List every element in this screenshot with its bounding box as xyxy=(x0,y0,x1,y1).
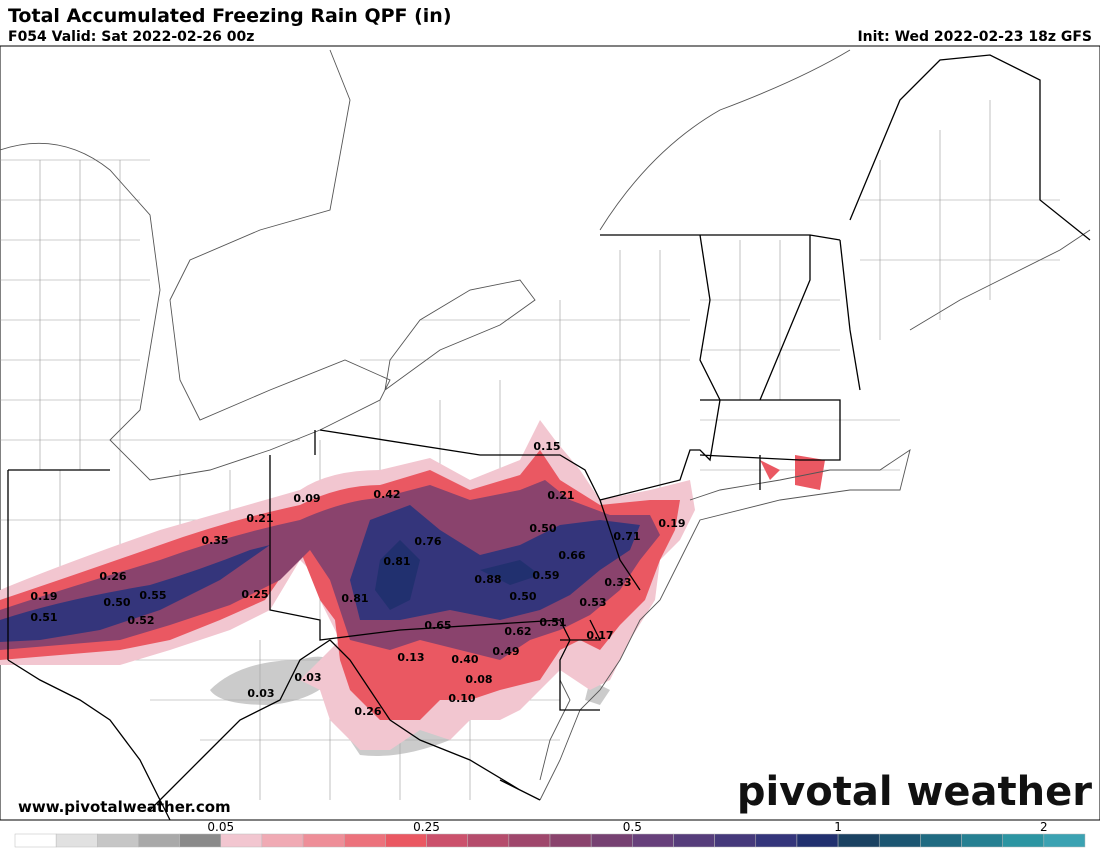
point-label: 0.15 xyxy=(533,440,560,453)
colorbar-swatch xyxy=(220,833,263,848)
point-label: 0.25 xyxy=(241,588,268,601)
point-label: 0.50 xyxy=(103,596,130,609)
point-label: 0.08 xyxy=(465,673,492,686)
point-label: 0.62 xyxy=(504,625,531,638)
colorbar-swatch xyxy=(549,833,592,848)
point-label: 0.03 xyxy=(247,687,274,700)
colorbar-swatch xyxy=(878,833,921,848)
point-label: 0.33 xyxy=(604,576,631,589)
point-label: 0.50 xyxy=(509,590,536,603)
colorbar-swatch xyxy=(426,833,468,848)
point-label: 0.81 xyxy=(383,555,410,568)
colorbar-swatch xyxy=(467,833,510,848)
point-label: 0.66 xyxy=(558,549,585,562)
point-label: 0.52 xyxy=(127,614,154,627)
colorbar-swatch xyxy=(796,833,839,848)
point-label: 0.59 xyxy=(532,569,559,582)
colorbar-swatch xyxy=(508,833,551,848)
point-label: 0.55 xyxy=(139,589,166,602)
point-label: 0.13 xyxy=(397,651,424,664)
point-labels: 0.15 0.09 0.42 0.21 0.21 0.19 0.50 0.71 0.35 0.76… xyxy=(30,440,685,718)
point-label: 0.17 xyxy=(586,629,613,642)
colorbar-swatch xyxy=(632,833,674,848)
point-label: 0.49 xyxy=(492,645,519,658)
colorbar-label: 1 xyxy=(834,820,842,834)
colorbar-label: 0.5 xyxy=(623,820,642,834)
colorbar-swatch xyxy=(961,833,1003,848)
point-label: 0.09 xyxy=(293,492,320,505)
colorbar-swatch xyxy=(97,833,139,848)
point-label: 0.10 xyxy=(448,692,475,705)
point-label: 0.81 xyxy=(341,592,368,605)
colorbar-swatch xyxy=(302,833,345,848)
point-label: 0.42 xyxy=(373,488,400,501)
valid-time: F054 Valid: Sat 2022-02-26 00z xyxy=(8,29,254,45)
colorbar-swatch xyxy=(179,833,222,848)
precip-shading xyxy=(0,420,825,756)
state-borders xyxy=(7,54,1091,821)
point-label: 0.21 xyxy=(246,512,273,525)
logo: pivotal weather xyxy=(737,769,1092,815)
colorbar-swatch xyxy=(755,833,798,848)
point-label: 0.26 xyxy=(99,570,126,583)
coastlines xyxy=(0,49,1091,801)
point-label: 0.53 xyxy=(579,596,606,609)
point-label: 0.26 xyxy=(354,705,381,718)
colorbar-swatch xyxy=(55,833,98,848)
point-label: 0.76 xyxy=(414,535,441,548)
point-label: 0.51 xyxy=(30,611,57,624)
point-label: 0.50 xyxy=(529,522,556,535)
map-frame xyxy=(0,45,1100,821)
title: Total Accumulated Freezing Rain QPF (in) xyxy=(8,5,452,27)
colorbar-swatch xyxy=(673,833,715,848)
point-label: 0.65 xyxy=(424,619,451,632)
init-time: Init: Wed 2022-02-23 18z GFS xyxy=(857,29,1092,45)
colorbar-swatch xyxy=(385,833,427,848)
colorbar-swatch xyxy=(14,833,57,848)
colorbar-swatch xyxy=(714,833,757,848)
colorbar-swatch xyxy=(920,833,962,848)
point-label: 0.21 xyxy=(547,489,574,502)
colorbar-label: 0.25 xyxy=(413,820,440,834)
colorbar-swatch xyxy=(261,833,304,848)
point-label: 0.51 xyxy=(539,616,566,629)
point-label: 0.19 xyxy=(658,517,685,530)
point-label: 0.35 xyxy=(201,534,228,547)
map xyxy=(0,49,1091,821)
site-url: www.pivotalweather.com xyxy=(18,798,231,816)
colorbar-swatch xyxy=(343,833,386,848)
colorbar-swatch xyxy=(590,833,633,848)
point-label: 0.19 xyxy=(30,590,57,603)
colorbar-swatch xyxy=(1002,833,1045,848)
point-label: 0.71 xyxy=(613,530,640,543)
colorbar-label: 2 xyxy=(1040,820,1048,834)
colorbar: 0.05 0.25 0.5 1 2 xyxy=(14,820,1086,848)
point-label: 0.40 xyxy=(451,653,478,666)
colorbar-swatch xyxy=(1043,833,1086,848)
point-label: 0.88 xyxy=(474,573,501,586)
colorbar-swatch xyxy=(138,833,180,848)
colorbar-label: 0.05 xyxy=(207,820,234,834)
colorbar-swatch xyxy=(837,833,880,848)
point-label: 0.03 xyxy=(294,671,321,684)
